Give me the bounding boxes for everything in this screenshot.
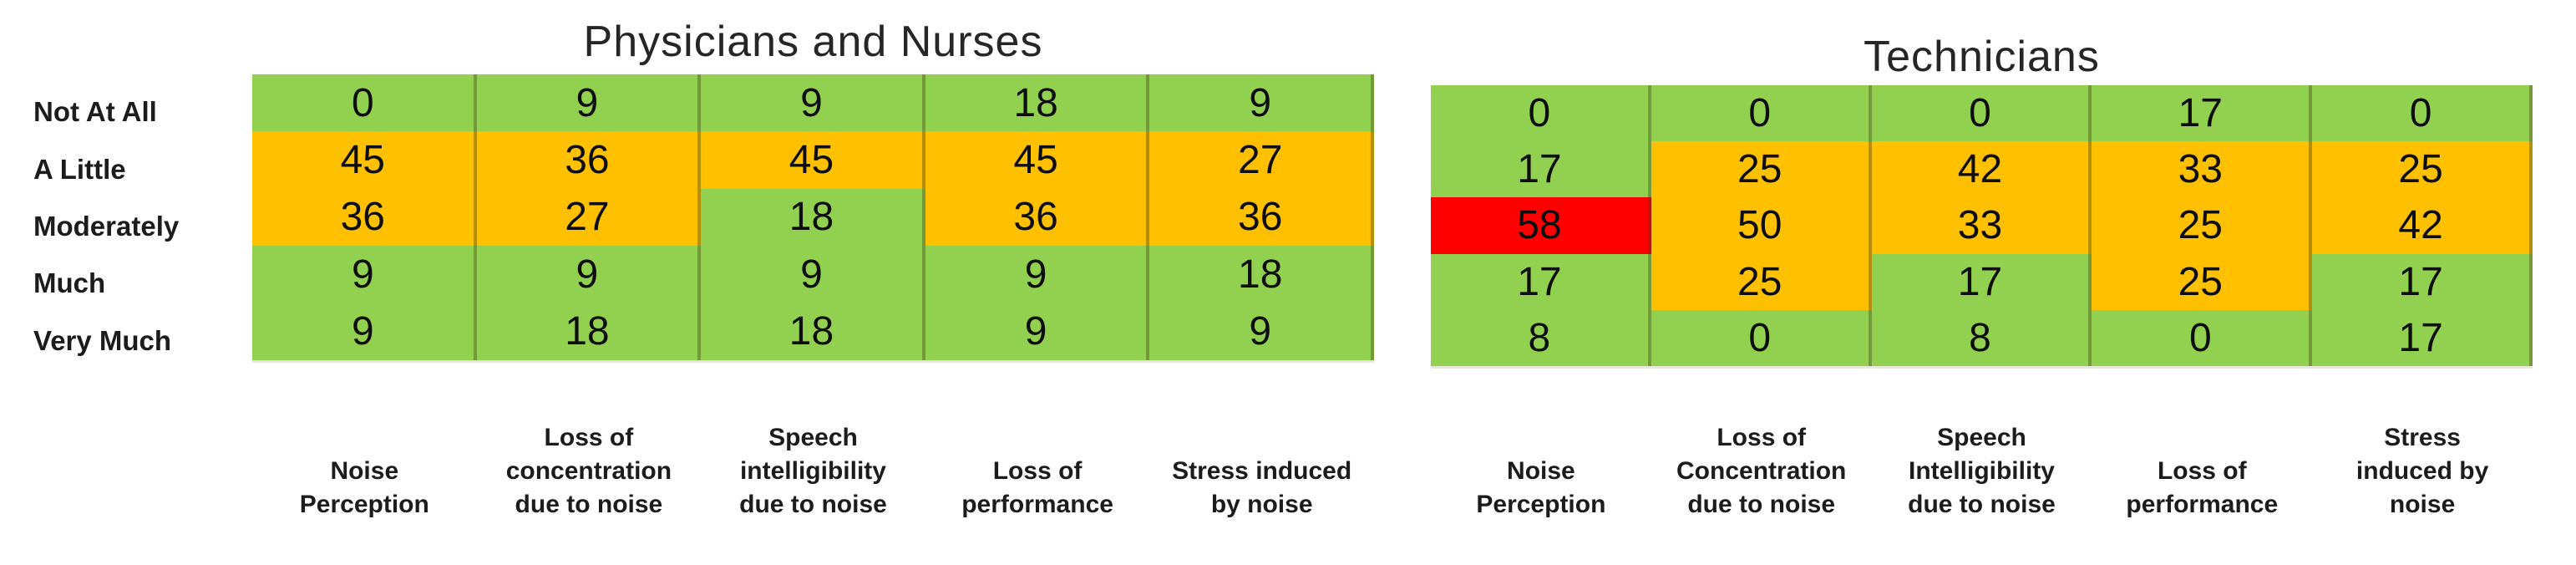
row-label-not-at-all: Not At All <box>33 96 157 127</box>
heatmap-cell-technicians-r4-c3: 0 <box>2092 309 2313 366</box>
heatmap-cell-technicians-r4-c2: 8 <box>1871 309 2092 366</box>
heatmap-cell-technicians-r3-c0: 17 <box>1431 253 1651 310</box>
heatmap-cell-physicians-and-nurses-r0-c4: 9 <box>1149 74 1374 132</box>
column-label-noise-perception: Noise Perception <box>299 457 429 518</box>
heatmap-cell-technicians-r0-c1: 0 <box>1651 85 1872 142</box>
heatmap-cell-physicians-and-nurses-r2-c1: 27 <box>476 188 702 247</box>
column-label-loss-of-performance: Loss of performance <box>2126 457 2279 518</box>
heatmap-cell-technicians-r0-c4: 0 <box>2312 85 2533 142</box>
heatmap-cell-technicians-r4-c0: 8 <box>1431 309 1651 366</box>
heatmap-cell-technicians-r0-c0: 0 <box>1431 85 1651 142</box>
column-label-stress-induced-by-noise: Stress induced by noise <box>2355 424 2489 518</box>
row-label-moderately: Moderately <box>33 211 180 242</box>
technicians-title: Technicians <box>1864 33 2100 81</box>
heatmap-cell-technicians-r1-c4: 25 <box>2312 141 2533 198</box>
heatmap-cell-physicians-and-nurses-r1-c4: 27 <box>1149 131 1374 189</box>
heatmap-cell-technicians-r2-c4: 42 <box>2312 197 2533 254</box>
heatmap-cell-technicians-r4-c1: 0 <box>1651 309 1872 366</box>
heatmap-cell-physicians-and-nurses-r2-c0: 36 <box>252 188 477 247</box>
heatmap-cell-physicians-and-nurses-r0-c0: 0 <box>252 74 477 132</box>
heatmap-cell-physicians-and-nurses-r4-c0: 9 <box>252 303 477 360</box>
row-label-very-much: Very Much <box>33 325 172 356</box>
heatmap-cell-physicians-and-nurses-r3-c0: 9 <box>252 246 477 303</box>
column-label-loss-of-performance: Loss of performance <box>961 457 1113 518</box>
heatmap-cell-technicians-r4-c4: 17 <box>2312 309 2533 366</box>
column-label-speech-intelligibility-due-to-noise: Speech intelligibility due to noise <box>739 424 887 518</box>
heatmap-cell-technicians-r2-c0: 58 <box>1431 197 1651 254</box>
heatmap-cell-physicians-and-nurses-r4-c4: 9 <box>1149 303 1374 360</box>
heatmap-cell-physicians-and-nurses-r4-c3: 9 <box>925 303 1150 360</box>
technicians-heatmap-grid: 0 0 0 17 0 17 25 42 33 25 58 50 33 25 42 17 25 17 25 17 8 0 8 0… <box>1431 85 2533 369</box>
heatmap-cell-physicians-and-nurses-r1-c3: 45 <box>925 131 1150 189</box>
heatmap-cell-physicians-and-nurses-r2-c2: 18 <box>701 188 925 247</box>
column-label-stress-induced-by-noise: Stress induced by noise <box>1172 457 1352 518</box>
physicians-nurses-title: Physicians and Nurses <box>583 18 1043 66</box>
heatmap-cell-technicians-r3-c3: 25 <box>2092 253 2313 310</box>
heatmap-cell-technicians-r1-c1: 25 <box>1651 141 1872 198</box>
heatmap-cell-physicians-and-nurses-r1-c1: 36 <box>476 131 702 189</box>
heatmap-cell-technicians-r2-c3: 25 <box>2092 197 2313 254</box>
technicians-column-labels: Noise Perception Loss of Concentration du… <box>1431 421 2533 522</box>
column-label-loss-of-concentration-due-to-noise: Loss of concentration due to noise <box>505 424 672 518</box>
heatmap-cell-physicians-and-nurses-r3-c2: 9 <box>701 246 925 303</box>
heatmap-cell-physicians-and-nurses-r3-c3: 9 <box>925 246 1150 303</box>
heatmap-cell-physicians-and-nurses-r3-c4: 18 <box>1149 246 1374 303</box>
heatmap-cell-physicians-and-nurses-r3-c1: 9 <box>476 246 702 303</box>
row-label-much: Much <box>33 267 106 298</box>
row-label-a-little: A Little <box>33 154 126 185</box>
heatmap-cell-technicians-r0-c2: 0 <box>1871 85 2092 142</box>
heatmap-cell-physicians-and-nurses-r0-c1: 9 <box>476 74 702 132</box>
physicians-nurses-heatmap-grid: 0 9 9 18 9 45 36 45 45 27 36 27 18 36 36 9 9 9 9 18 9 18 18 9 9 <box>252 74 1374 363</box>
heatmap-cell-physicians-and-nurses-r4-c1: 18 <box>476 303 702 360</box>
heatmap-cell-physicians-and-nurses-r4-c2: 18 <box>701 303 925 360</box>
heatmap-cell-physicians-and-nurses-r1-c2: 45 <box>701 131 925 189</box>
heatmap-cell-technicians-r0-c3: 17 <box>2092 85 2313 142</box>
heatmap-cell-technicians-r1-c3: 33 <box>2092 141 2313 198</box>
heatmap-cell-technicians-r1-c0: 17 <box>1431 141 1651 198</box>
heatmap-cell-physicians-and-nurses-r1-c0: 45 <box>252 131 477 189</box>
heatmap-cell-physicians-and-nurses-r0-c3: 18 <box>925 74 1150 132</box>
heatmap-cell-technicians-r3-c4: 17 <box>2312 253 2533 310</box>
column-label-noise-perception: Noise Perception <box>1476 457 1606 518</box>
heatmap-cell-technicians-r3-c2: 17 <box>1871 253 2092 310</box>
physicians-nurses-column-labels: Noise Perception Loss of concentration du… <box>252 421 1374 522</box>
heatmap-cell-physicians-and-nurses-r2-c3: 36 <box>925 188 1150 247</box>
heatmap-cell-physicians-and-nurses-r0-c2: 9 <box>701 74 925 132</box>
column-label-speech-intelligibility-due-to-noise: Speech Intelligibility due to noise <box>1908 424 2056 518</box>
heatmap-cell-technicians-r2-c2: 33 <box>1871 197 2092 254</box>
column-label-loss-of-concentration-due-to-noise: Loss of Concentration due to noise <box>1676 424 1847 518</box>
heatmap-cell-technicians-r1-c2: 42 <box>1871 141 2092 198</box>
heatmap-cell-technicians-r3-c1: 25 <box>1651 253 1872 310</box>
heatmap-cell-technicians-r2-c1: 50 <box>1651 197 1872 254</box>
heatmap-cell-physicians-and-nurses-r2-c4: 36 <box>1149 188 1374 247</box>
response-scale-labels: Not At All A Little Moderately Much Very Muc… <box>0 0 251 565</box>
